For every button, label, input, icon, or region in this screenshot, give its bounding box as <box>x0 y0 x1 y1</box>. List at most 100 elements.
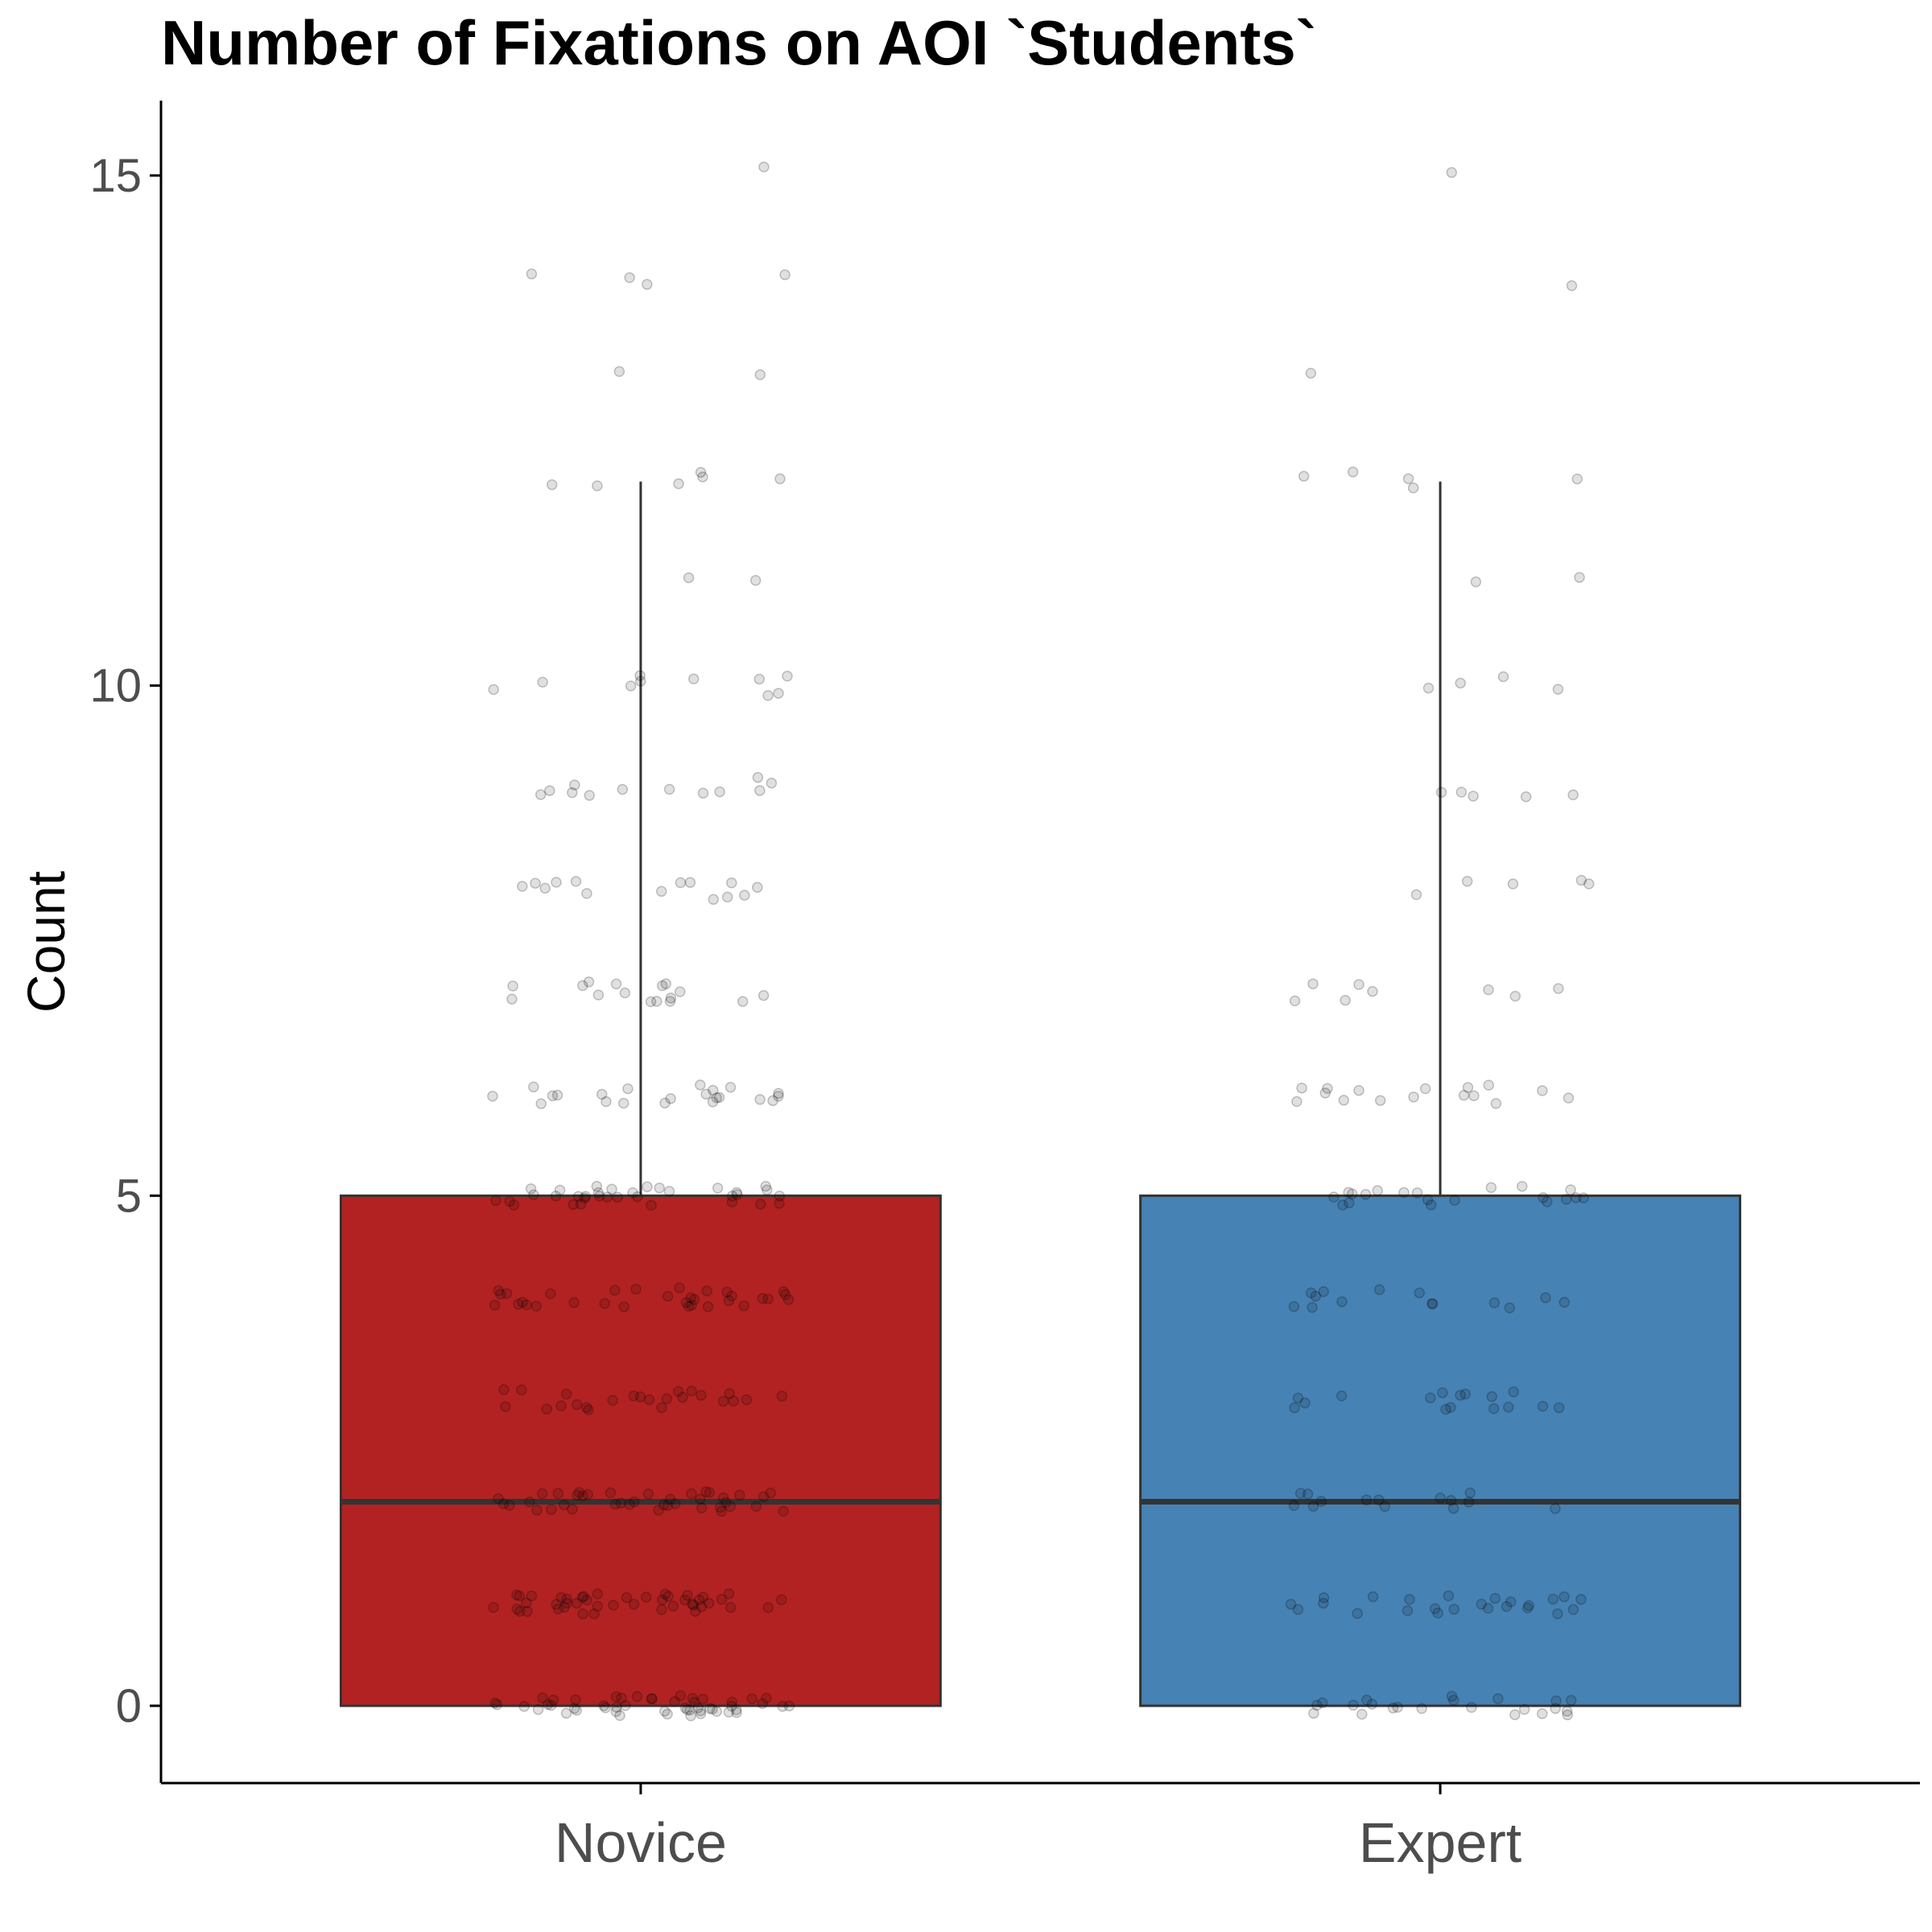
expert-jitter-point <box>1560 1193 1572 1205</box>
novice-jitter-point <box>672 1385 684 1397</box>
expert-jitter-point <box>1468 791 1479 802</box>
novice-jitter-point <box>778 1505 789 1517</box>
novice-jitter-point <box>700 1486 712 1497</box>
novice-jitter-point <box>488 1602 499 1613</box>
novice-jitter-point <box>522 1606 533 1617</box>
novice-jitter-point <box>624 272 635 283</box>
expert-jitter-point <box>1317 1697 1328 1709</box>
expert-jitter-point <box>1302 1488 1314 1500</box>
expert-jitter-point <box>1407 482 1419 493</box>
expert-jitter-point <box>1318 1286 1329 1298</box>
y-tick-label: 5 <box>116 1170 142 1222</box>
novice-jitter-point <box>684 1704 696 1716</box>
novice-jitter-point <box>609 1498 621 1510</box>
novice-jitter-point <box>712 1183 724 1194</box>
novice-jitter-point <box>507 980 518 992</box>
expert-jitter-point <box>1414 1287 1426 1298</box>
expert-jitter-point <box>1404 1594 1415 1605</box>
expert-jitter-point <box>1288 1301 1300 1312</box>
novice-jitter-point <box>525 1183 537 1195</box>
expert-jitter-point <box>1485 1182 1497 1193</box>
novice-jitter-point <box>695 466 707 478</box>
expert-jitter-point <box>1336 1296 1348 1307</box>
novice-jitter-point <box>567 1504 578 1515</box>
novice-jitter-point <box>625 680 637 691</box>
expert-jitter-point <box>1429 1603 1441 1615</box>
novice-jitter-point <box>697 787 709 799</box>
expert-jitter-point <box>1374 1095 1386 1106</box>
novice-jitter-point <box>514 1605 526 1617</box>
expert-jitter-point <box>1435 786 1447 798</box>
novice-jitter-point <box>731 1707 742 1719</box>
expert-jitter-point <box>1353 979 1364 990</box>
expert-jitter-point <box>1488 1403 1500 1414</box>
novice-jitter-point <box>717 1395 729 1407</box>
novice-jitter-point <box>572 1489 583 1501</box>
novice-jitter-point <box>515 1384 527 1396</box>
expert-jitter-point <box>1497 671 1509 683</box>
expert-jitter-point <box>1574 572 1585 584</box>
novice-jitter-point <box>685 1292 696 1303</box>
novice-jitter-point <box>724 1501 736 1513</box>
expert-jitter-point <box>1508 1386 1519 1397</box>
novice-jitter-point <box>692 1702 704 1714</box>
novice-jitter-point <box>570 876 582 887</box>
novice-jitter-point <box>762 1293 774 1305</box>
expert-jitter-point <box>1537 1401 1549 1412</box>
expert-jitter-point <box>1537 1708 1548 1719</box>
novice-jitter-point <box>673 478 684 489</box>
expert-jitter-point <box>1367 1591 1379 1603</box>
novice-jitter-point <box>561 1593 572 1605</box>
novice-jitter-point <box>620 1699 631 1711</box>
novice-jitter-point <box>695 1708 707 1719</box>
expert-jitter-point <box>1566 280 1578 291</box>
novice-jitter-point <box>545 1699 557 1711</box>
novice-jitter-point <box>646 1693 657 1704</box>
novice-jitter-point <box>546 1504 557 1515</box>
expert-jitter-point <box>1509 1709 1521 1720</box>
novice-jitter-point <box>664 1493 676 1505</box>
expert-jitter-point <box>1305 367 1317 379</box>
novice-jitter-point <box>686 1385 697 1397</box>
expert-jitter-point <box>1550 1695 1562 1707</box>
expert-jitter-point <box>1558 1591 1570 1603</box>
novice-jitter-point <box>664 996 676 1007</box>
novice-jitter-point <box>535 789 547 800</box>
novice-jitter-point <box>615 1497 627 1509</box>
novice-jitter-point <box>717 1492 729 1504</box>
expert-jitter-point <box>1347 466 1359 478</box>
novice-jitter-point <box>686 1488 697 1500</box>
novice-jitter-point <box>551 1089 564 1101</box>
novice-jitter-point <box>631 1690 643 1703</box>
novice-jitter-point <box>728 1395 739 1407</box>
expert-jitter-point <box>1289 995 1301 1007</box>
expert-jitter-point <box>1346 1188 1358 1199</box>
expert-jitter-point <box>1504 1302 1516 1314</box>
novice-jitter-point <box>762 1184 773 1195</box>
novice-jitter-point <box>659 1588 671 1600</box>
novice-jitter-point <box>580 1402 592 1414</box>
expert-jitter-point <box>1446 167 1458 179</box>
expert-jitter-point <box>1425 1199 1437 1211</box>
expert-jitter-point <box>1337 1199 1348 1211</box>
expert-jitter-point <box>1463 1496 1475 1508</box>
novice-jitter-point <box>687 1599 700 1611</box>
novice-jitter-point <box>695 1493 706 1505</box>
expert-jitter-point <box>1520 791 1532 803</box>
novice-jitter-point <box>573 1487 585 1498</box>
novice-jitter-point <box>572 1191 584 1202</box>
novice-jitter-point <box>684 877 696 888</box>
expert-jitter-point <box>1289 1402 1300 1414</box>
novice-jitter-point <box>489 1697 501 1709</box>
x-tick-label-expert: Expert <box>1359 1811 1521 1874</box>
expert-jitter-point <box>1488 1297 1501 1309</box>
novice-jitter-point <box>651 996 663 1007</box>
novice-jitter-point <box>628 1390 640 1402</box>
novice-jitter-point <box>741 1394 753 1406</box>
novice-jitter-point <box>721 1286 733 1298</box>
novice-jitter-point <box>517 1296 528 1308</box>
novice-jitter-point <box>642 1488 654 1500</box>
novice-jitter-point <box>601 1191 613 1203</box>
novice-jitter-point <box>621 1591 633 1604</box>
novice-jitter-point <box>663 783 675 795</box>
